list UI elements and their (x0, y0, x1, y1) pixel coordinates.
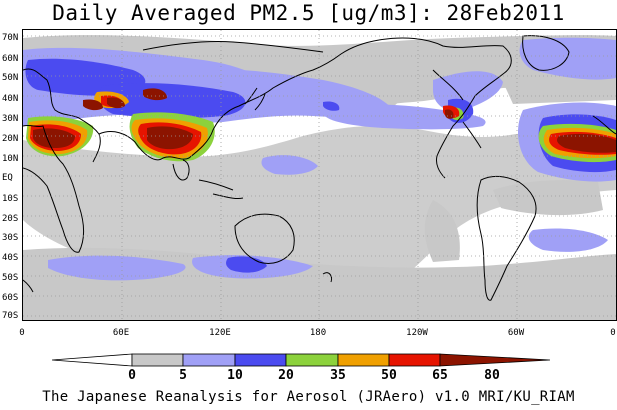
lat-label-50s: 50S (2, 273, 19, 283)
colorbar-bin-0 (52, 353, 133, 367)
colorbar-label-35: 35 (330, 368, 346, 383)
lon-label-60w: 60W (507, 328, 525, 338)
lat-label-10s: 10S (2, 194, 19, 204)
colorbar-bin-2 (182, 353, 236, 367)
colorbar-bin-4 (285, 353, 339, 367)
map-title: Daily Averaged PM2.5 [ug/m3]: 28Feb2011 (52, 1, 565, 25)
lon-label-120e: 120E (209, 328, 231, 338)
lat-label-eq: EQ (2, 173, 13, 183)
lat-label-20s: 20S (2, 214, 19, 224)
lat-label-40s: 40S (2, 253, 19, 263)
colorbar-label-65: 65 (432, 368, 448, 383)
lon-label-120w: 120W (406, 328, 428, 338)
lat-label-60n: 60N (2, 54, 19, 64)
pm25-map (22, 29, 617, 321)
colorbar-label-10: 10 (227, 368, 243, 383)
lon-label-180: 180 (309, 328, 327, 338)
lat-label-20n: 20N (2, 134, 19, 144)
colorbar-bin-1 (131, 353, 184, 367)
colorbar-bin-7 (439, 353, 551, 367)
pm-layer-dark-red (33, 88, 616, 153)
colorbar-bin-3 (234, 353, 287, 367)
colorbar-label-80: 80 (484, 368, 500, 383)
lat-label-50n: 50N (2, 73, 19, 83)
lon-label-0-left: 0 (19, 328, 25, 338)
colorbar-bin-6 (388, 353, 441, 367)
lon-label-60e: 60E (112, 328, 130, 338)
coastlines (23, 35, 616, 301)
lat-label-60s: 60S (2, 293, 19, 303)
colorbar-bin-5 (337, 353, 390, 367)
map-canvas (23, 30, 616, 320)
lat-label-70s: 70S (2, 311, 19, 321)
lon-label-0-right: 0 (610, 328, 616, 338)
lat-label-30s: 30S (2, 233, 19, 243)
lat-label-10n: 10N (2, 154, 19, 164)
lat-label-40n: 40N (2, 94, 19, 104)
grid-lines (23, 30, 616, 320)
colorbar-label-50: 50 (381, 368, 397, 383)
colorbar-label-0: 0 (128, 368, 136, 383)
credit-line: The Japanese Reanalysis for Aerosol (JRA… (42, 389, 575, 405)
colorbar-label-5: 5 (179, 368, 187, 383)
lat-label-70n: 70N (2, 33, 19, 43)
colorbar (52, 353, 551, 367)
colorbar-label-20: 20 (278, 368, 294, 383)
lat-label-30n: 30N (2, 114, 19, 124)
